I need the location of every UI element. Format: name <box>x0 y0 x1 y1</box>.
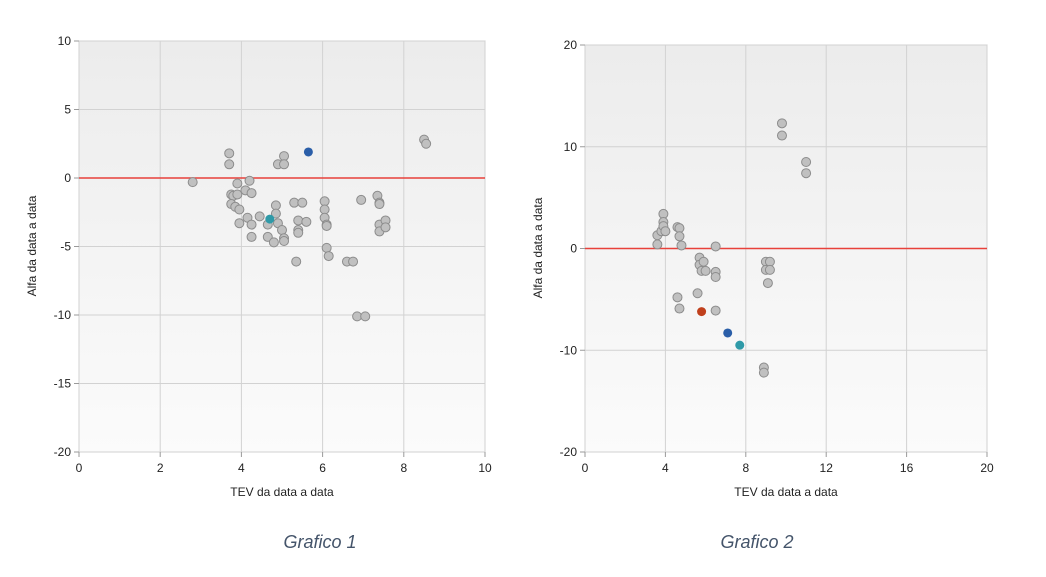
data-point <box>764 264 775 275</box>
x-tick-label: 16 <box>900 461 914 475</box>
y-tick-label: 5 <box>64 103 71 117</box>
x-tick-label: 8 <box>400 461 407 475</box>
data-point <box>801 157 812 168</box>
data-point <box>279 159 290 170</box>
data-point <box>710 241 721 252</box>
data-point-red <box>697 307 707 317</box>
data-point <box>762 278 773 289</box>
y-tick-label: -20 <box>54 445 72 459</box>
data-point <box>234 218 245 229</box>
data-point <box>676 240 687 251</box>
data-point <box>776 130 787 141</box>
data-point <box>254 211 265 222</box>
chart-1-x-ticks: 0 2 4 6 8 10 <box>76 452 492 475</box>
y-tick-label: 10 <box>58 34 72 48</box>
data-point <box>279 151 290 162</box>
y-tick-label: -10 <box>560 343 578 357</box>
data-point <box>291 256 302 267</box>
data-point <box>262 231 273 242</box>
data-point <box>279 236 290 247</box>
data-point <box>421 138 432 149</box>
data-point-teal <box>735 340 745 350</box>
chart-2: 0 4 8 12 16 20 -20 -10 0 10 20 TEV da data a data… <box>531 38 994 552</box>
data-point <box>776 118 787 129</box>
data-point <box>270 200 281 211</box>
data-point <box>293 215 304 226</box>
chart-1: 0 2 4 6 8 10 -20 -15 -10 -5 0 5 10 TEV da data a da… <box>25 34 492 552</box>
chart-2-y-axis-label: Alfa da data a data <box>531 197 545 298</box>
chart-2-x-ticks: 0 4 8 12 16 20 <box>582 452 994 475</box>
y-tick-label: -5 <box>60 240 71 254</box>
x-tick-label: 0 <box>582 461 589 475</box>
data-point <box>321 220 332 231</box>
chart-1-points <box>187 134 432 322</box>
y-tick-label: 10 <box>564 140 578 154</box>
y-tick-label: -10 <box>54 308 72 322</box>
data-point <box>232 189 243 200</box>
data-point <box>374 199 385 210</box>
data-point-teal <box>265 214 275 224</box>
chart-1-y-ticks: -20 -15 -10 -5 0 5 10 <box>54 34 79 459</box>
data-point <box>674 303 685 314</box>
data-point <box>321 242 332 253</box>
data-point <box>246 188 257 199</box>
data-point <box>224 159 235 170</box>
x-tick-label: 10 <box>478 461 492 475</box>
data-point <box>698 256 709 267</box>
data-point <box>224 148 235 159</box>
chart-2-y-ticks: -20 -10 0 10 20 <box>560 38 585 459</box>
x-tick-label: 4 <box>662 461 669 475</box>
y-tick-label: 0 <box>64 171 71 185</box>
data-point <box>246 219 257 230</box>
x-tick-label: 4 <box>238 461 245 475</box>
chart-2-points <box>652 118 812 378</box>
data-point <box>234 204 245 215</box>
data-point <box>660 226 671 237</box>
chart-1-x-axis-label: TEV da data a data <box>230 485 334 499</box>
data-point <box>380 222 391 233</box>
data-point <box>692 288 703 299</box>
x-tick-label: 6 <box>319 461 326 475</box>
data-point <box>801 168 812 179</box>
data-point <box>187 177 198 188</box>
x-tick-label: 12 <box>820 461 834 475</box>
data-point <box>301 216 312 227</box>
data-point <box>758 367 769 378</box>
data-point <box>319 204 330 215</box>
data-point <box>246 231 257 242</box>
data-point <box>672 292 683 303</box>
data-point <box>356 194 367 205</box>
data-point <box>293 227 304 238</box>
chart-2-caption: Grafico 2 <box>720 532 793 552</box>
data-point <box>319 196 330 207</box>
data-point <box>323 251 334 262</box>
y-tick-label: 20 <box>564 38 578 52</box>
data-point <box>710 271 721 282</box>
chart-1-caption: Grafico 1 <box>283 532 356 552</box>
data-point <box>652 239 663 250</box>
data-point <box>674 231 685 242</box>
x-tick-label: 2 <box>157 461 164 475</box>
data-point <box>297 197 308 208</box>
data-point <box>277 225 287 236</box>
y-tick-label: -15 <box>54 377 72 391</box>
data-point-blue <box>303 147 313 157</box>
data-point <box>700 265 711 276</box>
data-point-blue <box>723 328 733 338</box>
data-point <box>232 178 243 189</box>
chart-2-x-axis-label: TEV da data a data <box>734 485 838 499</box>
y-tick-label: 0 <box>570 242 577 256</box>
x-tick-label: 0 <box>76 461 83 475</box>
data-point <box>244 175 255 186</box>
x-tick-label: 8 <box>742 461 749 475</box>
data-point <box>270 208 281 219</box>
data-point <box>710 305 721 316</box>
y-tick-label: -20 <box>560 445 578 459</box>
data-point <box>360 311 371 322</box>
data-point <box>268 237 279 248</box>
data-point <box>348 256 359 267</box>
chart-1-y-axis-label: Alfa da data a data <box>25 195 39 296</box>
x-tick-label: 20 <box>980 461 994 475</box>
